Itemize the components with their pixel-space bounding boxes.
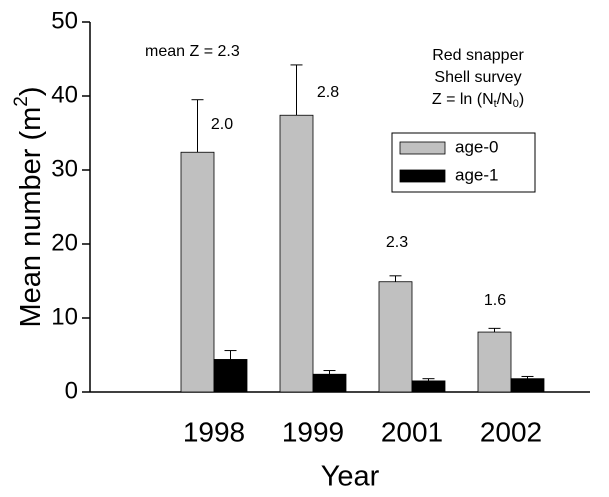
y-label-part: ) — [15, 86, 47, 96]
y-label-sup: 2 — [11, 96, 32, 107]
bar — [411, 380, 446, 393]
z-label: 2.3 — [386, 234, 408, 251]
bar — [378, 281, 413, 393]
y-tick-label: 40 — [51, 81, 78, 108]
x-tick-label: 1999 — [282, 416, 344, 447]
x-tick-label: 1998 — [183, 416, 245, 447]
bar — [477, 331, 512, 393]
formula-part: Z = ln (N — [432, 91, 494, 108]
formula: Z = ln (Nt/N0) — [432, 91, 524, 110]
y-axis-label: Mean number (m2) — [11, 86, 47, 327]
annotation: mean Z = 2.3 — [145, 43, 240, 60]
legend-label: age-0 — [455, 137, 498, 156]
bar — [279, 114, 314, 393]
y-tick-label: 20 — [51, 229, 78, 256]
legend-swatch — [399, 169, 446, 183]
y-tick-label: 30 — [51, 155, 78, 182]
z-label: 2.8 — [317, 84, 339, 101]
formula-sub: 0 — [513, 98, 519, 110]
formula-sub: t — [494, 98, 497, 110]
bar — [510, 378, 545, 393]
bar — [312, 373, 347, 393]
legend-swatch — [399, 141, 446, 155]
bar — [213, 359, 248, 393]
info-line: Red snapper — [432, 47, 524, 64]
y-tick-label: 10 — [51, 303, 78, 330]
formula-part: ) — [519, 91, 524, 108]
formula-part: /N — [497, 91, 513, 108]
z-label: 1.6 — [484, 292, 506, 309]
legend-label: age-1 — [455, 165, 498, 184]
x-axis-label: Year — [321, 461, 380, 493]
y-tick-label: 50 — [51, 7, 78, 34]
info-line: Shell survey — [434, 69, 521, 86]
z-label: 2.0 — [211, 116, 233, 133]
x-tick-label: 2001 — [381, 416, 443, 447]
bar — [180, 151, 215, 393]
y-tick-label: 0 — [65, 377, 78, 404]
y-label-part: Mean number (m — [15, 107, 47, 328]
x-tick-label: 2002 — [480, 416, 542, 447]
